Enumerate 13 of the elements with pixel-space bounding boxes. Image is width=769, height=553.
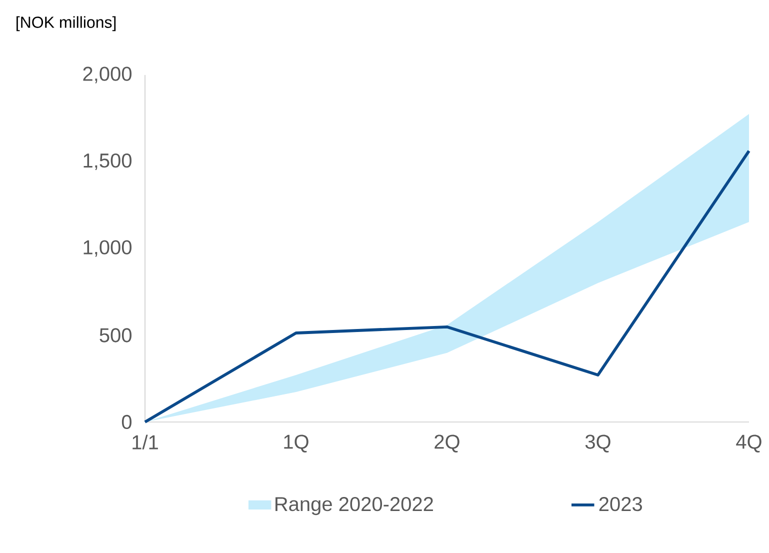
x-tick-label: 4Q [736, 434, 762, 452]
x-tick-label: 1Q [284, 434, 308, 452]
y-tick-label: 1,500 [84, 153, 132, 170]
y-tick-label: 2,000 [83, 66, 132, 84]
x-tick-label: 3Q [585, 434, 610, 452]
y-axis-title: [NOK millions] [16, 16, 116, 32]
y-tick-label: 1,000 [84, 240, 132, 257]
legend-label: Range 2020-2022 [276, 496, 433, 516]
legend-label: 2023 [599, 496, 642, 512]
y-tick-label: 0 [122, 414, 132, 430]
y-tick-label: 500 [100, 328, 132, 342]
x-tick-label: 2Q [434, 434, 460, 452]
x-tick-label: 1/1 [132, 434, 158, 450]
